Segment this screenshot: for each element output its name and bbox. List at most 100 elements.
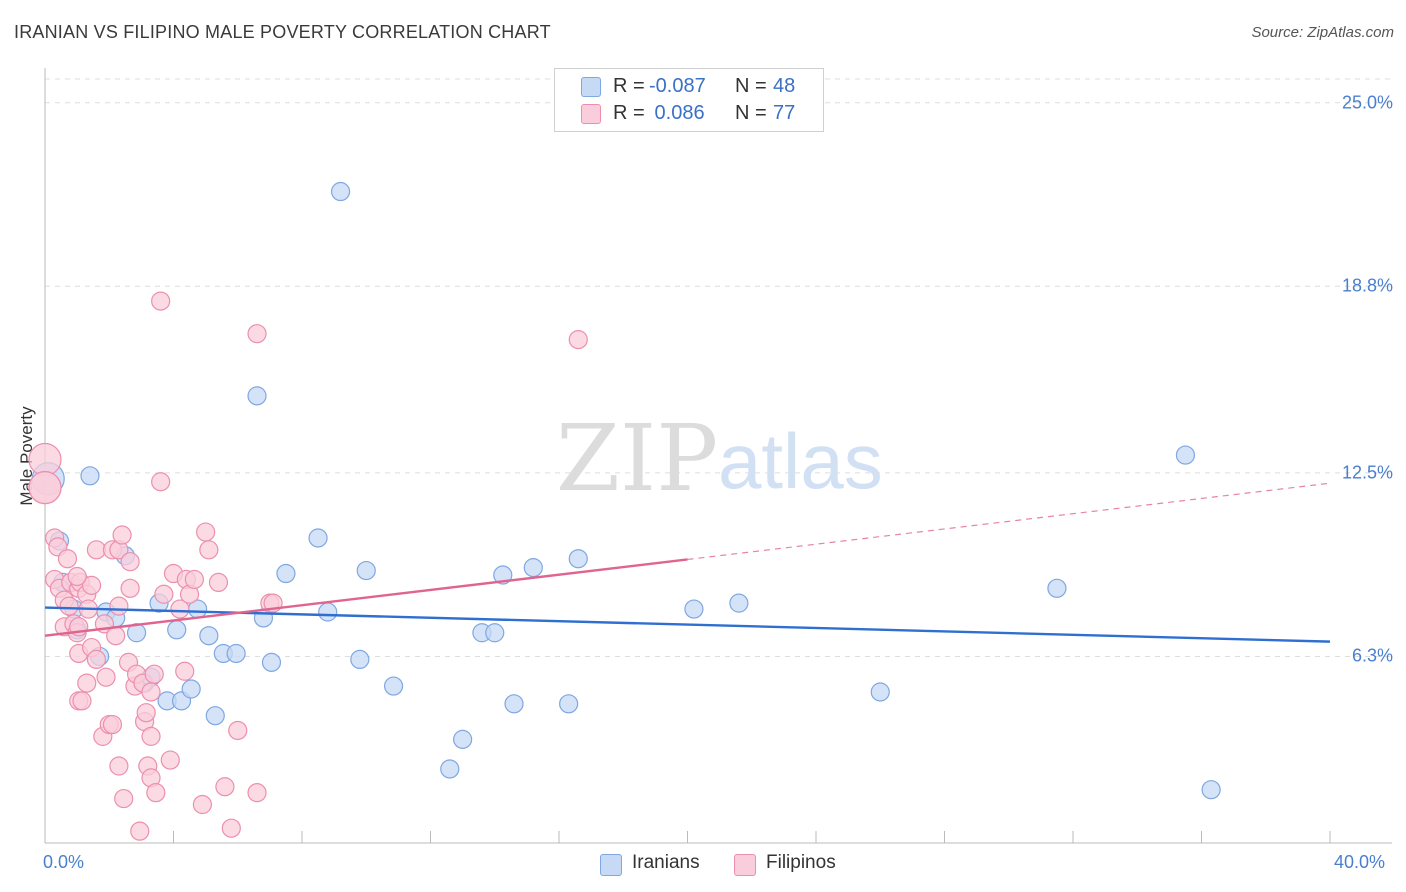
iranians-point [523, 558, 543, 578]
filipinos-point [184, 569, 204, 590]
filipinos-point [141, 682, 161, 702]
filipinos-point [151, 472, 171, 492]
r-label: R = [613, 102, 645, 124]
filipinos-point [67, 566, 87, 587]
filipinos-point [57, 549, 78, 569]
filipinos-point [192, 794, 213, 815]
filipinos-point [86, 540, 107, 560]
iranians-point [226, 643, 246, 664]
filipinos-point [86, 649, 107, 670]
filipinos-point [120, 578, 140, 598]
iranians-point [1201, 780, 1221, 800]
iranians-point [80, 466, 100, 486]
r-value: -0.087 [649, 75, 706, 97]
grid-lines [45, 78, 1392, 657]
n-value: 77 [773, 102, 796, 124]
chart-title: IRANIAN VS FILIPINO MALE POVERTY CORRELA… [14, 22, 551, 42]
chart-source: Source: ZipAtlas.com [1251, 24, 1394, 41]
filipinos-point [568, 329, 588, 350]
filipinos-point [77, 673, 97, 693]
r-label: R = [613, 75, 645, 97]
filipinos-point [109, 596, 129, 616]
y-tick-label: 25.0% [1341, 92, 1393, 113]
filipinos-swatch [581, 104, 601, 124]
iranians-point [199, 626, 219, 646]
filipinos-point [28, 471, 62, 505]
filipinos-point [221, 818, 241, 838]
filipinos-point [247, 783, 267, 803]
filipinos-point [72, 691, 92, 711]
filipinos-point [146, 783, 166, 803]
filipinos-point [109, 756, 129, 776]
filipinos-point [102, 714, 123, 735]
r-value: 0.086 [649, 102, 705, 124]
filipinos-point [96, 667, 116, 687]
filipinos-point [215, 777, 235, 797]
iranians-point [383, 676, 404, 696]
y-tick-label: 6.3% [1351, 645, 1393, 666]
filipinos-point [120, 552, 140, 572]
iranians-legend-swatch [600, 854, 622, 876]
y-tick-label: 18.8% [1341, 275, 1393, 296]
x-tick-max: 40.0% [1334, 852, 1386, 872]
filipinos-point [136, 703, 156, 723]
filipinos-point [160, 750, 180, 770]
watermark-zip: ZIP [556, 405, 718, 512]
filipinos-point [175, 661, 195, 681]
filipinos-legend-swatch [734, 854, 756, 876]
iranians-point [330, 181, 351, 202]
iranians-point [318, 602, 338, 622]
filipinos-legend-label: Filipinos [766, 852, 836, 873]
filipinos-point [154, 584, 174, 604]
filipinos-point [170, 599, 190, 619]
iranians-swatch [581, 77, 601, 97]
n-label: N = [735, 102, 767, 124]
trend-lines [44, 482, 1331, 643]
filipinos-trend-line [44, 558, 688, 637]
iranians-point [493, 565, 513, 585]
filipinos-point [141, 726, 161, 746]
watermark-atlas: atlas [718, 417, 883, 505]
filipinos-point [151, 291, 171, 311]
iranians-legend-label: Iranians [632, 852, 700, 873]
watermark: ZIP atlas [556, 405, 883, 512]
filipinos-point [144, 664, 164, 684]
iranians-point [684, 599, 704, 619]
iranians-point [181, 679, 201, 699]
iranians-point [485, 623, 505, 643]
n-value: 48 [773, 75, 796, 97]
iranians-point [559, 694, 579, 714]
iranians-point [729, 593, 749, 613]
filipinos-trend-extension [687, 482, 1331, 561]
iranians-point [308, 528, 328, 548]
iranians-point [870, 682, 890, 702]
y-tick-label: 12.5% [1341, 462, 1393, 483]
iranians-trend-line [44, 606, 1331, 643]
filipinos-point [130, 821, 150, 841]
iranians-point [453, 729, 473, 749]
iranians-point [1047, 578, 1067, 598]
filipinos-point [228, 720, 248, 741]
iranians-point [247, 386, 267, 406]
iranians-point [356, 560, 376, 581]
filipinos-point [247, 324, 267, 344]
filipinos-point [112, 525, 132, 545]
iranians-point [350, 649, 370, 670]
filipinos-point [208, 572, 229, 593]
stats-legend: R = -0.087 N = 48 R = 0.086 N = 77 [554, 68, 824, 132]
filipinos-point [59, 596, 79, 616]
x-tick-min: 0.0% [43, 852, 85, 872]
filipinos-points [28, 291, 588, 841]
filipinos-point [114, 788, 134, 809]
iranians-point [205, 706, 225, 726]
iranians-point [440, 759, 460, 779]
filipinos-point [106, 626, 126, 646]
filipinos-point [81, 575, 102, 595]
filipinos-point [199, 540, 219, 560]
iranians-point [1175, 445, 1196, 465]
filipinos-point [28, 442, 62, 477]
iranians-point [276, 563, 296, 584]
n-label: N = [735, 75, 767, 97]
filipinos-point [196, 522, 216, 542]
